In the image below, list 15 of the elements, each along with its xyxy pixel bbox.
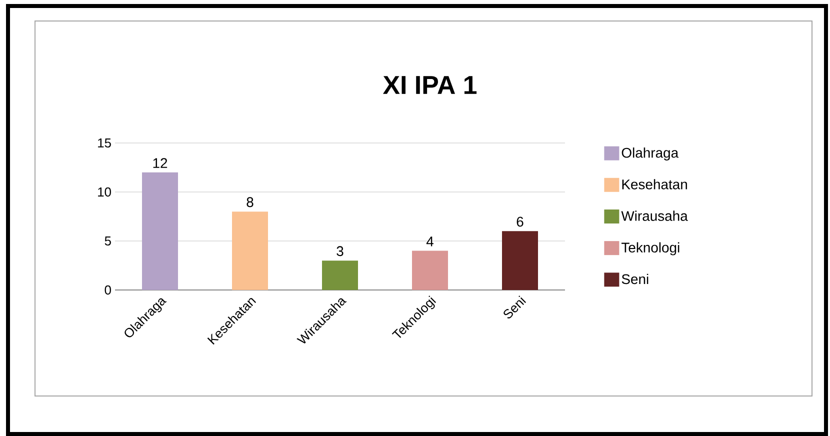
legend-label: Seni [622,274,648,284]
y-tick-label: 15 [98,138,111,148]
data-label: 8 [246,197,254,208]
data-label: 4 [426,236,434,246]
data-label: 3 [336,246,344,256]
legend-label: Kesehatan [622,179,687,190]
data-label: 12 [153,158,168,168]
data-label: 6 [516,216,524,227]
y-tick-label: 0 [104,285,111,295]
legend-label: Olahraga [622,148,679,161]
y-tick-label: 10 [98,187,111,197]
legend-label: Wirausaha [621,210,688,221]
chart-title: XI IPA 1 [382,76,477,94]
legend-label: Teknologi [622,242,680,256]
y-tick-label: 5 [104,236,111,246]
